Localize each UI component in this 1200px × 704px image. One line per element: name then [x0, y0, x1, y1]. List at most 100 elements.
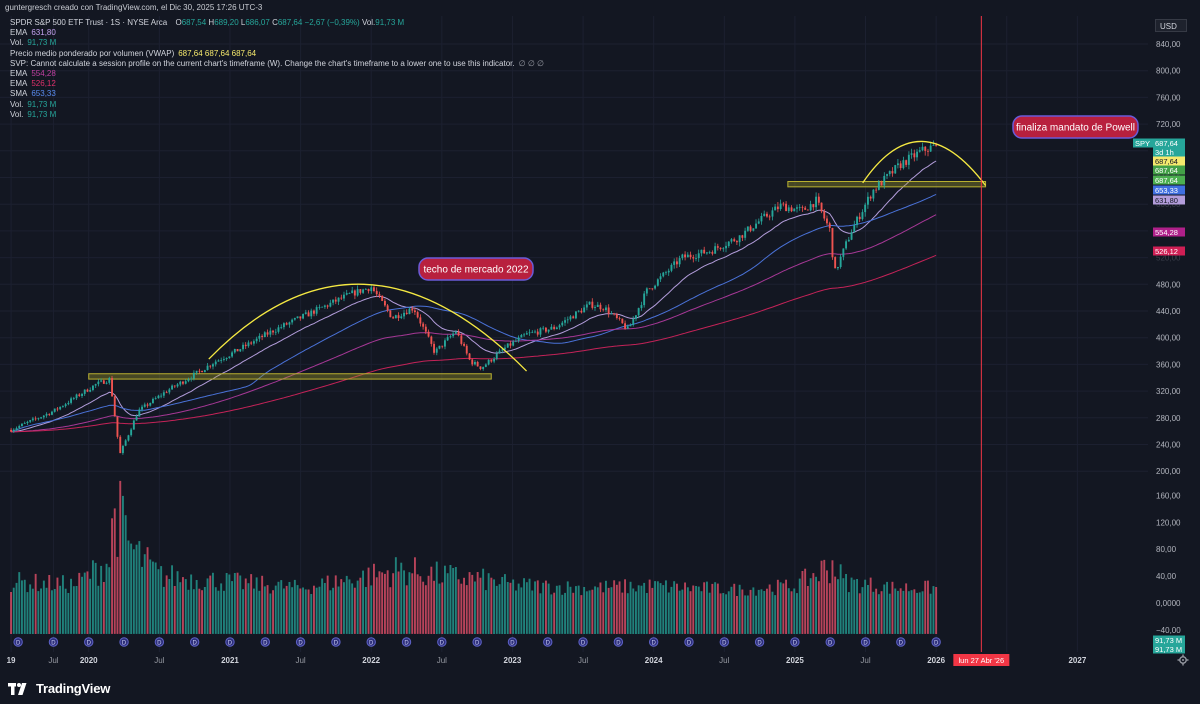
candle-body [490, 359, 493, 362]
volume-bar [580, 595, 583, 634]
high-value: 689,20 [214, 18, 239, 27]
dividend-marker-icon: D [860, 637, 871, 647]
candle-body [228, 356, 231, 358]
volume-bar [94, 562, 97, 634]
brand-name: TradingView [36, 681, 111, 696]
candle-body [850, 232, 853, 240]
price-tag-value: 3d 1h [1155, 148, 1174, 157]
candle-body [356, 289, 359, 296]
candle-body [195, 370, 198, 373]
candle-body [757, 221, 760, 224]
candle-body [588, 301, 591, 305]
settings-icon[interactable] [1177, 654, 1189, 666]
symbol-title[interactable]: SPDR S&P 500 ETF Trust · 1S · NYSE Arca [10, 18, 168, 27]
price-tag [1153, 227, 1185, 237]
candle-body [886, 174, 888, 176]
volume-bar [130, 543, 133, 634]
volume-bar [392, 573, 395, 634]
candle-body [577, 310, 580, 312]
volume-bar [684, 582, 686, 634]
legend-row[interactable]: Vol. 91,73 M [10, 110, 544, 120]
annotation-market-top[interactable]: techo de mercado 2022 [418, 257, 534, 281]
legend-row[interactable]: EMA 554,28 [10, 69, 544, 79]
tradingview-logo[interactable]: TradingView [8, 681, 110, 696]
indicator-value: 91,73 M [27, 99, 57, 109]
dividend-marker-icon: D [13, 637, 23, 647]
volume-bar [826, 570, 828, 634]
time-tick: 2023 [504, 656, 522, 665]
legend-row[interactable]: SVP: Cannot calculate a session profile … [10, 59, 544, 69]
candle-body [168, 389, 171, 393]
volume-bar [288, 582, 291, 634]
currency-label[interactable]: USD [1155, 19, 1187, 32]
time-tick: Jul [860, 656, 870, 665]
price-tag [1153, 165, 1185, 175]
legend-row[interactable]: Vol. 91,73 M [10, 100, 544, 110]
volume-bar [703, 582, 706, 634]
volume-bar [733, 583, 736, 634]
candle-body [580, 310, 583, 313]
dividend-marker-icon: D [931, 637, 941, 647]
candle-body [411, 308, 414, 311]
volume-bar [585, 591, 588, 634]
svg-text:D: D [122, 641, 127, 647]
open-label: O [175, 18, 182, 27]
top-arc [862, 140, 987, 186]
candle-body [75, 394, 78, 399]
volume-bar [160, 566, 163, 634]
volume-bar [23, 579, 26, 634]
candle-body [162, 392, 165, 396]
volume-bar [53, 589, 56, 634]
volume-bar [588, 590, 591, 634]
candle-body [891, 171, 894, 174]
candle-body [359, 289, 362, 293]
legend-row[interactable]: SMA 653,33 [10, 89, 544, 99]
candle-body [302, 314, 304, 319]
candle-body [837, 267, 839, 269]
candle-body [173, 385, 176, 387]
candle-body [285, 323, 288, 325]
volume-bar [768, 584, 771, 634]
candle-body [154, 398, 157, 399]
volume-bar [435, 561, 438, 634]
dividend-marker-icon: D [401, 637, 412, 647]
candle-body [867, 196, 869, 205]
candle-body [482, 366, 485, 369]
volume-bar [343, 582, 345, 634]
legend-row[interactable]: Vol. 91,73 M [10, 38, 544, 48]
candle-body [602, 309, 605, 311]
candle-body [700, 249, 703, 254]
candle-body [768, 216, 771, 218]
volume-bar [321, 578, 324, 634]
candle-body [272, 330, 274, 333]
candle-body [509, 343, 512, 346]
volume-bar [427, 575, 430, 634]
annotation-powell[interactable]: finaliza mandato de Powell [1012, 115, 1139, 139]
volume-bar [220, 583, 223, 634]
volume-bar [394, 557, 397, 634]
dividend-marker-icon: D [790, 637, 800, 647]
volume-bar [59, 585, 62, 634]
volume-bar [422, 581, 425, 634]
candle-body [165, 392, 168, 394]
legend-row[interactable]: EMA 526,12 [10, 79, 544, 89]
price-tick: 760,00 [1156, 93, 1181, 102]
indicator-name: Vol. [10, 38, 24, 48]
candle-body [201, 370, 203, 373]
indicator-value: 687,64 687,64 687,64 [178, 48, 257, 58]
legend-row[interactable]: EMA 631,80 [10, 28, 544, 38]
candle-body [378, 294, 381, 296]
price-tag-value: 653,33 [1155, 186, 1178, 195]
close-value: 687,64 [277, 18, 303, 27]
volume-bar [444, 565, 446, 634]
volume-bar [918, 592, 921, 634]
legend-row[interactable]: Precio medio ponderado por volumen (VWAP… [10, 49, 544, 59]
candle-body [591, 301, 594, 308]
candle-body [883, 175, 886, 186]
candle-body [684, 254, 686, 258]
volume-bar [738, 584, 741, 634]
svg-text:D: D [440, 641, 445, 647]
support-zone [88, 373, 492, 380]
volume-bar [460, 583, 463, 634]
